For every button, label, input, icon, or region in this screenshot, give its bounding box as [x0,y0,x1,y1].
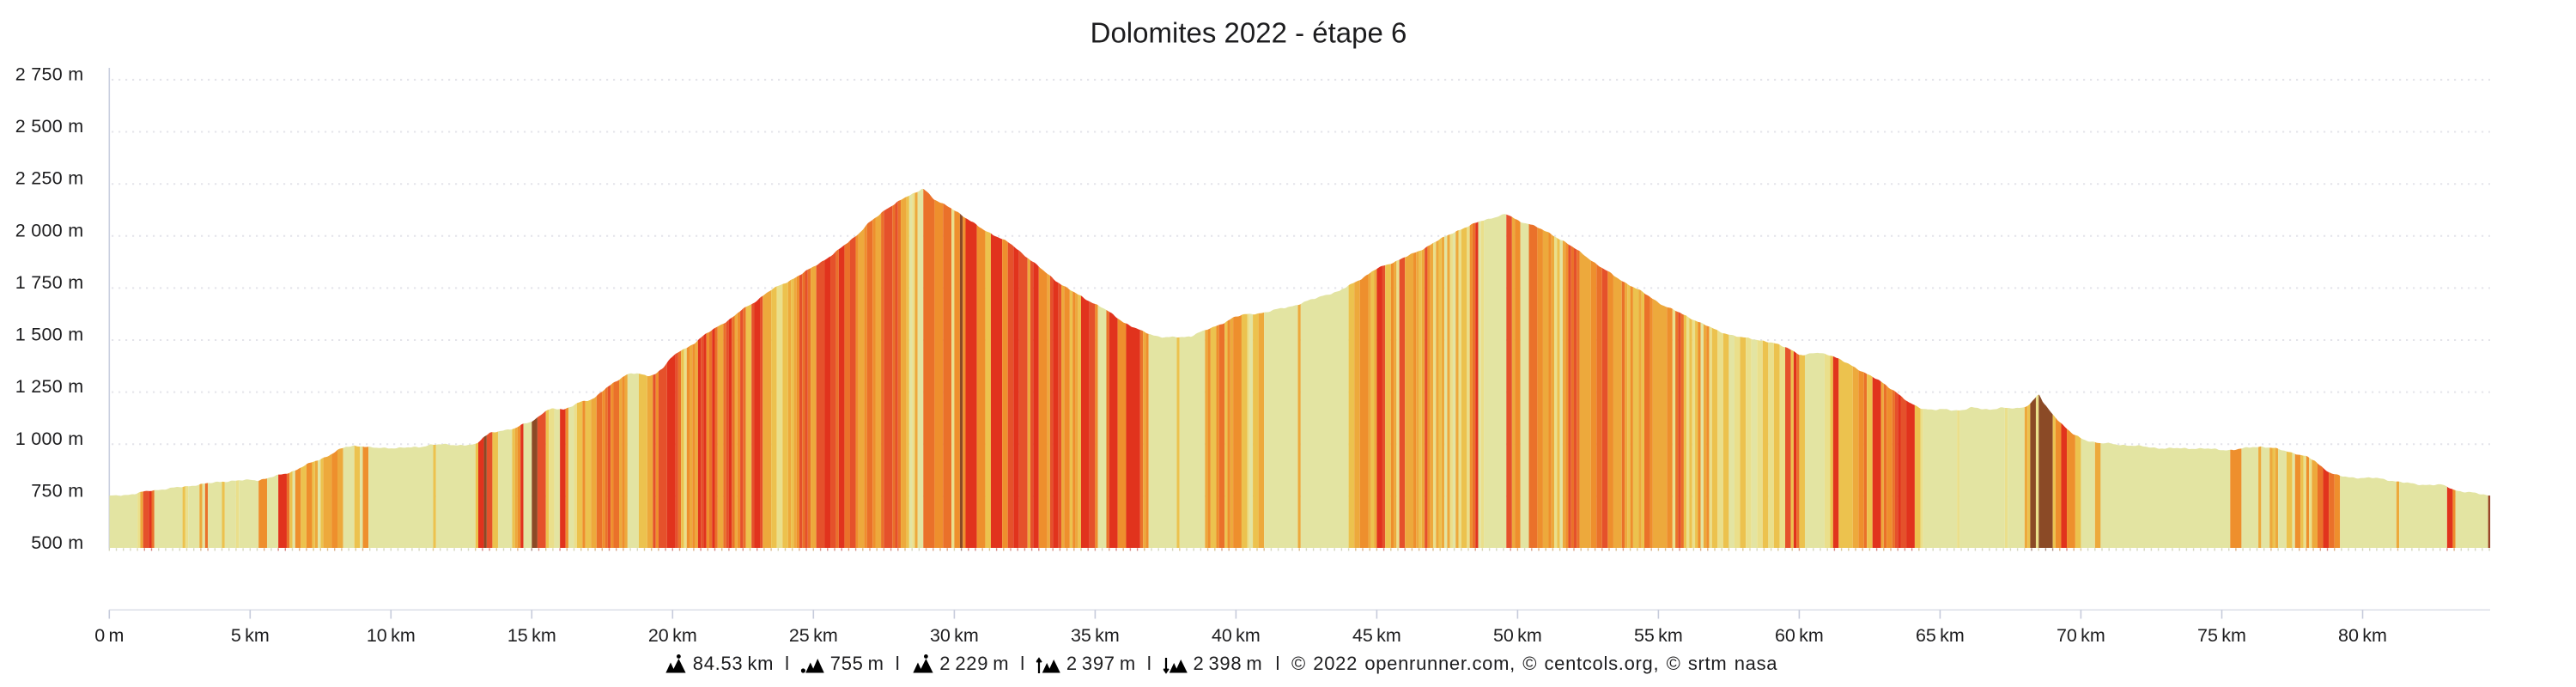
svg-text:1 000 m: 1 000 m [15,429,84,449]
svg-text:35 km: 35 km [1071,625,1120,646]
svg-text:2 500 m: 2 500 m [15,116,84,137]
svg-text:15 km: 15 km [507,625,556,646]
svg-text:500 m: 500 m [31,532,83,553]
svg-text:0 m: 0 m [94,625,124,646]
svg-text:10 km: 10 km [367,625,416,646]
svg-text:40 km: 40 km [1212,625,1261,646]
svg-text:60 km: 60 km [1775,625,1824,646]
svg-text:55 km: 55 km [1634,625,1683,646]
svg-text:2 250 m: 2 250 m [15,168,84,189]
svg-text:20 km: 20 km [648,625,697,646]
svg-text:65 km: 65 km [1916,625,1965,646]
svg-text:Dolomites 2022 - étape 6: Dolomites 2022 - étape 6 [1091,17,1407,49]
svg-text:50 km: 50 km [1493,625,1542,646]
svg-text:2 000 m: 2 000 m [15,220,84,240]
svg-text:70 km: 70 km [2057,625,2105,646]
svg-text:750 m: 750 m [31,480,83,501]
svg-text:30 km: 30 km [930,625,979,646]
svg-text:1 500 m: 1 500 m [15,325,84,345]
svg-text:5 km: 5 km [231,625,270,646]
svg-text:1 250 m: 1 250 m [15,376,84,397]
svg-text:1 750 m: 1 750 m [15,272,84,293]
svg-text:25 km: 25 km [789,625,838,646]
svg-text:75 km: 75 km [2197,625,2246,646]
svg-text:2 750 m: 2 750 m [15,64,84,84]
svg-text:45 km: 45 km [1352,625,1401,646]
svg-text:80 km: 80 km [2338,625,2387,646]
